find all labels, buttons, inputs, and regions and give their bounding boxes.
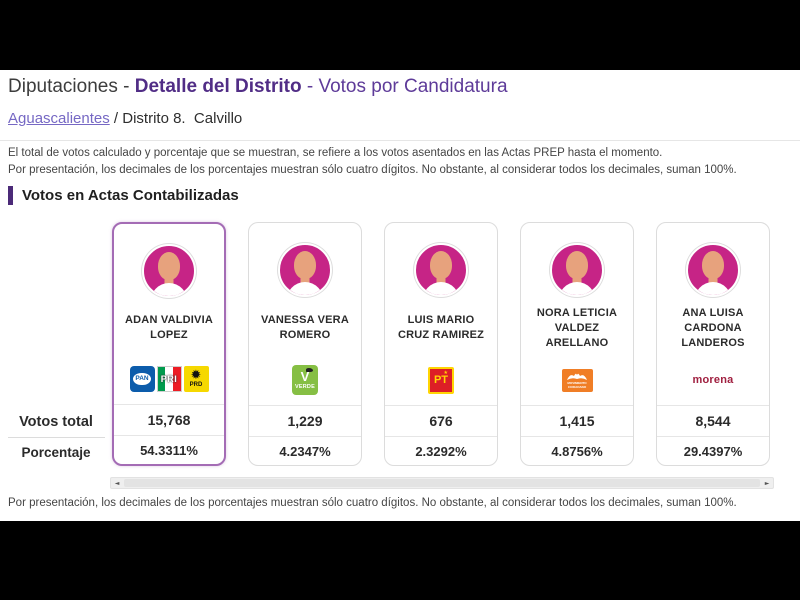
person-avatar-icon (414, 243, 468, 297)
avatar (114, 224, 224, 298)
party-logo-prd-icon: ✹ PRD (183, 366, 209, 392)
votes-total-value: 8,544 (657, 405, 769, 436)
avatar (657, 223, 769, 297)
breadcrumb-district: Distrito 8. Calvillo (122, 110, 243, 127)
party-logo-morena-icon: morena (692, 374, 734, 386)
notice-line-1: El total de votos calculado y porcentaje… (8, 147, 663, 159)
candidate-name: LUIS MARIO CRUZ RAMIREZ (397, 314, 485, 341)
percent-value: 2.3292% (385, 436, 497, 465)
candidate-name: ANA LUISA CARDONA LANDEROS (681, 306, 745, 349)
person-avatar-icon (278, 243, 332, 297)
candidate-card[interactable]: VANESSA VERA ROMERO V VERDE 1,229 4.2347% (248, 222, 362, 466)
candidate-card-leading[interactable]: ADAN VALDIVIA LOPEZ PAN PRI ✹ PRD 15,768 … (112, 222, 226, 466)
breadcrumb-separator: / (109, 110, 123, 127)
percent-value: 4.2347% (249, 436, 361, 465)
breadcrumb-state-link[interactable]: Aguascalientes (8, 110, 110, 127)
scrollbar-thumb[interactable] (124, 479, 760, 487)
percent-value: 29.4397% (657, 436, 769, 465)
footer-note: Por presentación, los decimales de los p… (8, 497, 737, 509)
breadcrumb: Aguascalientes / Distrito 8. Calvillo (8, 110, 242, 127)
candidate-cards: ADAN VALDIVIA LOPEZ PAN PRI ✹ PRD 15,768 … (112, 222, 774, 470)
person-avatar-icon (686, 243, 740, 297)
notice-line-2: Por presentación, los decimales de los p… (8, 164, 737, 176)
row-label-percent: Porcentaje (21, 445, 91, 460)
row-label-divider (8, 437, 105, 438)
party-logos: PT ★ (385, 359, 497, 401)
row-label-votes-total: Votos total (19, 413, 93, 430)
party-logos: morena (657, 359, 769, 401)
avatar (249, 223, 361, 297)
candidate-name: NORA LETICIA VALDEZ ARELLANO (536, 306, 618, 349)
party-logos: MOVIMIENTO CIUDADANO (521, 359, 633, 401)
person-avatar-icon (142, 244, 196, 298)
party-logos: V VERDE (249, 359, 361, 401)
candidate-card[interactable]: ANA LUISA CARDONA LANDEROS morena 8,544 … (656, 222, 770, 466)
person-avatar-icon (550, 243, 604, 297)
letterbox-top (0, 0, 800, 70)
candidate-name: ADAN VALDIVIA LOPEZ (125, 314, 213, 341)
section-accent-bar (8, 186, 13, 205)
party-logos: PAN PRI ✹ PRD (114, 358, 224, 400)
votes-total-value: 15,768 (114, 404, 224, 435)
horizontal-scrollbar[interactable]: ◄ ► (110, 477, 774, 489)
section-header: Votos en Actas Contabilizadas (8, 186, 239, 205)
section-title: Votos en Actas Contabilizadas (22, 187, 239, 204)
party-logo-pan-icon: PAN (129, 366, 155, 392)
letterbox-bottom (0, 521, 800, 600)
votes-total-value: 676 (385, 405, 497, 436)
scroll-right-arrow-icon[interactable]: ► (764, 479, 770, 487)
page-title-section: Detalle del Distrito (134, 76, 302, 97)
candidate-name: VANESSA VERA ROMERO (261, 314, 349, 341)
scroll-left-arrow-icon[interactable]: ◄ (114, 479, 120, 487)
avatar (385, 223, 497, 297)
candidate-card[interactable]: LUIS MARIO CRUZ RAMIREZ PT ★ 676 2.3292% (384, 222, 498, 466)
page-title-prefix: Diputaciones - (8, 76, 135, 97)
avatar (521, 223, 633, 297)
page-title-suffix: - Votos por Candidatura (301, 76, 508, 97)
percent-value: 54.3311% (114, 435, 224, 464)
percent-value: 4.8756% (521, 436, 633, 465)
votes-total-value: 1,229 (249, 405, 361, 436)
header-divider (0, 140, 800, 141)
party-logo-pt-icon: PT ★ (428, 366, 454, 394)
votes-total-value: 1,415 (521, 405, 633, 436)
party-logo-pri-icon: PRI (156, 366, 182, 392)
page-title: Diputaciones - Detalle del Distrito - Vo… (8, 76, 508, 98)
candidate-card[interactable]: NORA LETICIA VALDEZ ARELLANO MOVIMIENTO C… (520, 222, 634, 466)
party-logo-verde-icon: V VERDE (292, 365, 318, 395)
party-logo-movimiento-ciudadano-icon: MOVIMIENTO CIUDADANO (561, 368, 593, 392)
